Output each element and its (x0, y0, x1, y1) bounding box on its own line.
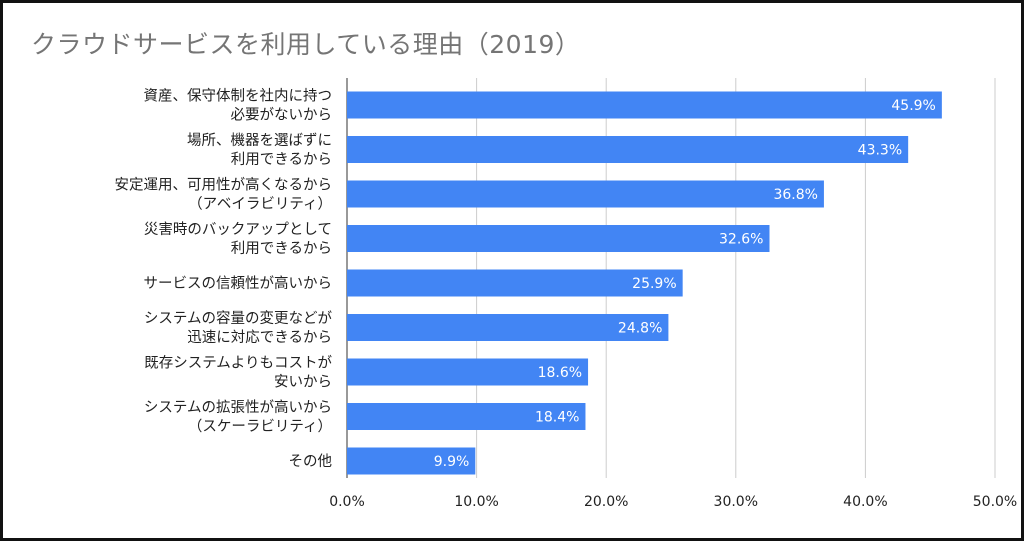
category-label: その他 (289, 453, 333, 470)
category-label: （スケーラビリティ） (188, 418, 332, 435)
category-label: システムの拡張性が高いから (144, 399, 332, 416)
bar-value-label: 18.6% (538, 365, 582, 381)
category-label: 利用できるから (231, 240, 332, 257)
category-label: 資産、保守体制を社内に持つ (144, 88, 333, 105)
bar-value-label: 18.4% (535, 410, 579, 426)
bar-value-label: 32.6% (719, 232, 763, 248)
x-tick-label: 50.0% (973, 494, 1017, 510)
bar (347, 269, 683, 297)
bar-value-label: 25.9% (632, 276, 676, 292)
x-tick-label: 0.0% (329, 494, 365, 510)
category-label: 安定運用、可用性が高くなるから (115, 177, 333, 194)
bar-layer: 45.9% 43.3% 36.8% 32.6% 25.9% 24.8% 18.6% 18.4%… (347, 91, 942, 475)
x-tick-label: 40.0% (843, 494, 887, 510)
bar-value-label: 43.3% (858, 143, 902, 159)
category-label: （アベイラビリティ） (188, 196, 332, 213)
x-tick-label: 20.0% (584, 494, 628, 510)
category-label: サービスの信頼性が高いから (144, 275, 333, 292)
chart-title: クラウドサービスを利用している理由（2019） (31, 30, 581, 59)
bar-value-label: 9.9% (434, 454, 470, 470)
bar-value-label: 45.9% (891, 98, 935, 114)
category-label: 必要がないから (231, 107, 333, 124)
category-label: 既存システムよりもコストが (144, 355, 332, 372)
category-label: 迅速に対応できるから (187, 329, 332, 346)
x-tick-label: 10.0% (454, 494, 498, 510)
bar-value-label: 24.8% (618, 321, 662, 337)
bar (347, 403, 586, 430)
bar (347, 314, 669, 341)
x-tick-label: 30.0% (714, 494, 758, 510)
bar (347, 136, 909, 163)
category-label: システムの容量の変更などが (144, 310, 333, 327)
category-label: 安いから (274, 374, 332, 391)
x-axis-ticks: 0.0% 10.0% 20.0% 30.0% 40.0% 50.0% (329, 494, 1017, 510)
bar (347, 447, 476, 475)
bar (347, 358, 589, 386)
bar (347, 180, 824, 208)
category-labels: 資産、保守体制を社内に持つ必要がないから場所、機器を選ばずに利用できるから安定運… (115, 88, 333, 471)
category-label: 場所、機器を選ばずに (187, 132, 332, 149)
bar (347, 91, 942, 119)
bar-value-label: 36.8% (773, 187, 817, 203)
category-label: 災害時のバックアップとして (144, 221, 332, 238)
bar (347, 225, 770, 252)
category-label: 利用できるから (231, 151, 332, 168)
